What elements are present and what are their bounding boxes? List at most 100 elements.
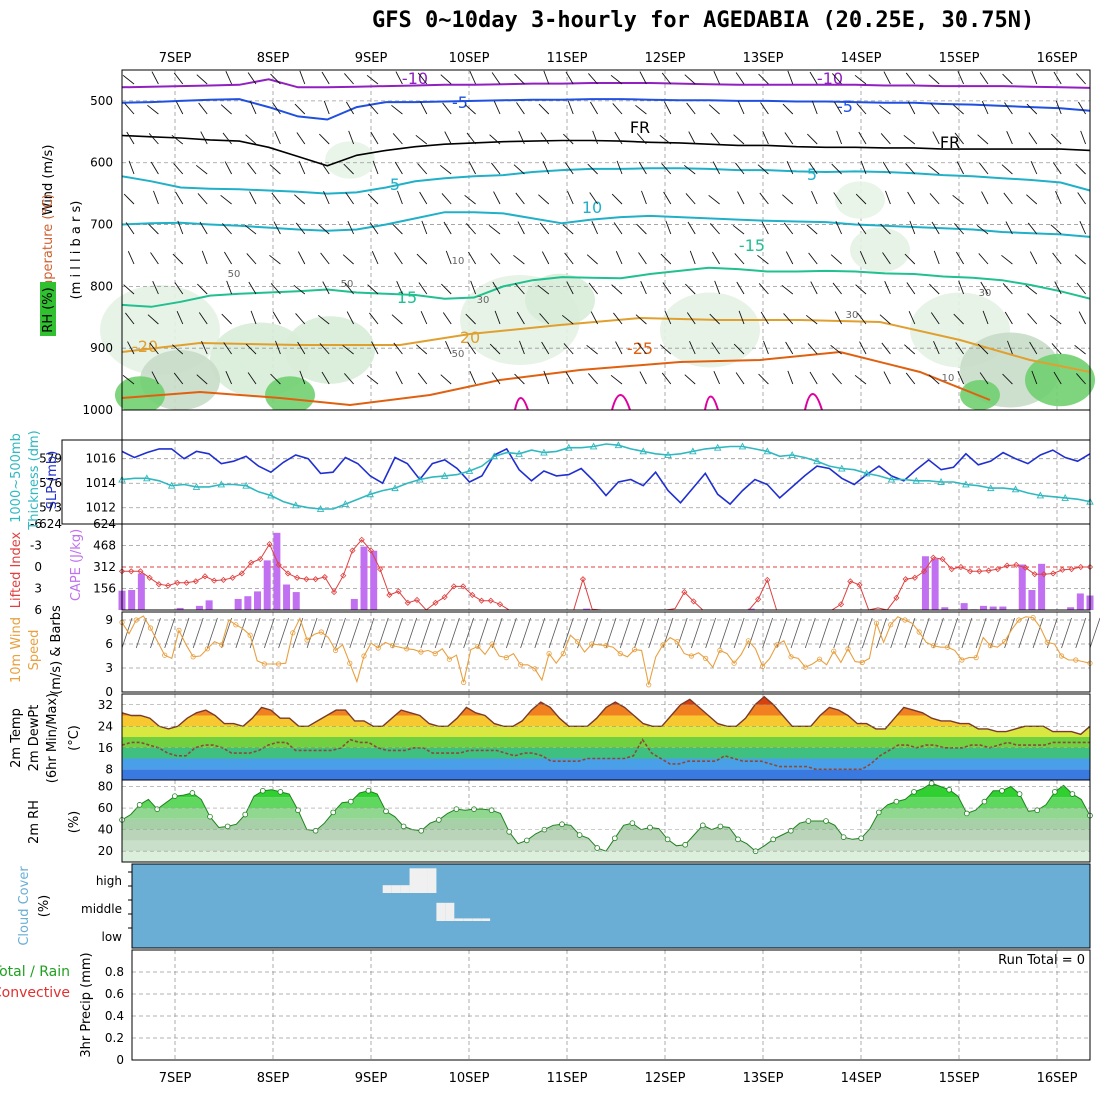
wind-barb [763,340,769,355]
wind-barb [834,101,842,115]
pressure-tick-label: 1000 [82,403,113,417]
cape-bar [292,592,300,610]
wind-barb [807,133,818,145]
wind-barb [321,71,330,85]
cloud-high-bar [400,885,410,893]
thickness-marker [316,505,325,512]
li-marker [128,568,135,575]
isotherm-30 [704,395,719,411]
wind-barb [150,617,161,649]
wind-barb [708,104,720,115]
wind-barb [221,313,232,325]
frame-gap [121,409,1091,441]
wind-barb [443,221,452,235]
wind-barb [469,71,477,85]
wind-barb [198,312,208,325]
wind-barb [249,191,257,205]
thickness-marker [713,443,722,451]
wind-marker [688,653,695,659]
wind-marker [532,666,538,672]
wind-barb [712,251,720,265]
wind-barb [806,224,818,235]
cape-bar [234,598,242,610]
wind-barb [199,221,208,235]
wind-barb [783,313,794,325]
wind-barb [538,103,550,115]
temp-band [122,696,1090,705]
contour-label: 5 [390,175,400,194]
wind-barb [881,342,891,355]
rh-marker [647,824,653,831]
wind-barb [392,133,403,145]
temp-axis-label-4-part: (°C) [67,725,82,751]
rh-shading [660,292,760,368]
wind-barb [1053,371,1062,385]
li-marker [930,554,937,561]
wind-barb [688,131,696,145]
wind-barb [125,222,135,235]
wind-barb [565,71,574,85]
wind-marker [945,644,951,650]
wind-speed-line [121,615,1091,685]
wind-marker [930,642,937,649]
wind-barb [372,160,379,175]
wind-barb [1031,370,1038,385]
wind-marker [745,638,751,644]
wind-barb [907,191,916,205]
panel-rh: 80 60 40 20 [98,779,1093,862]
wind-barb [735,372,745,385]
wind-barb [123,284,135,295]
wind-barb [1002,373,1013,385]
wind-barb [830,344,842,355]
wind-barb [272,311,281,325]
wind-axis-label-1-part: 10m Wind [9,617,24,683]
li-marker [432,599,439,606]
li-marker [257,556,264,563]
temp-band [122,704,1090,716]
wind-barb [856,103,867,115]
wind-marker [1016,617,1022,623]
wind-barb [615,251,623,265]
thickness-marker [192,482,201,490]
rh-band [122,829,1090,841]
wind-barb [860,160,867,175]
wind-barb [1026,194,1038,205]
cape-tick-label: 468 [93,539,116,553]
thickness-marker [664,451,672,458]
wind-barb [808,252,818,265]
wind-barb [198,102,208,115]
wind-barb [613,312,623,325]
wind-barb [342,344,354,355]
wind-barb [885,190,891,205]
wind-marker [375,645,381,651]
thickness-marker [341,500,350,508]
wind-barb [468,251,476,265]
wind-barb [954,132,964,145]
temp-axis-label-1-part: 2m Temp [9,708,24,768]
cloud-level-label: high [96,874,122,888]
rh-marker [189,790,196,796]
wind-marker [162,652,168,658]
rh-band [122,851,1090,862]
wind-barb [343,163,354,175]
wind-barb [150,252,159,265]
wind-barb [904,344,916,355]
wind-marker [275,661,282,667]
wind-barb [273,221,281,235]
wind-barb [417,372,428,385]
rh-marker [418,827,425,834]
wind-barb [687,221,696,235]
li-marker [1022,564,1029,571]
li-marker [893,594,900,601]
wind-marker [646,682,652,688]
temperature-line [121,695,1091,736]
slp-tick-label: 1016 [85,452,116,466]
li-marker [303,576,310,583]
wind-barb [441,193,452,205]
wind-barb [122,74,135,85]
wind-marker [1001,638,1008,645]
wind-barb [981,101,989,115]
wind-tick-label: 6 [105,637,113,651]
wind-barb [1031,70,1038,85]
wind-barb [491,372,501,385]
